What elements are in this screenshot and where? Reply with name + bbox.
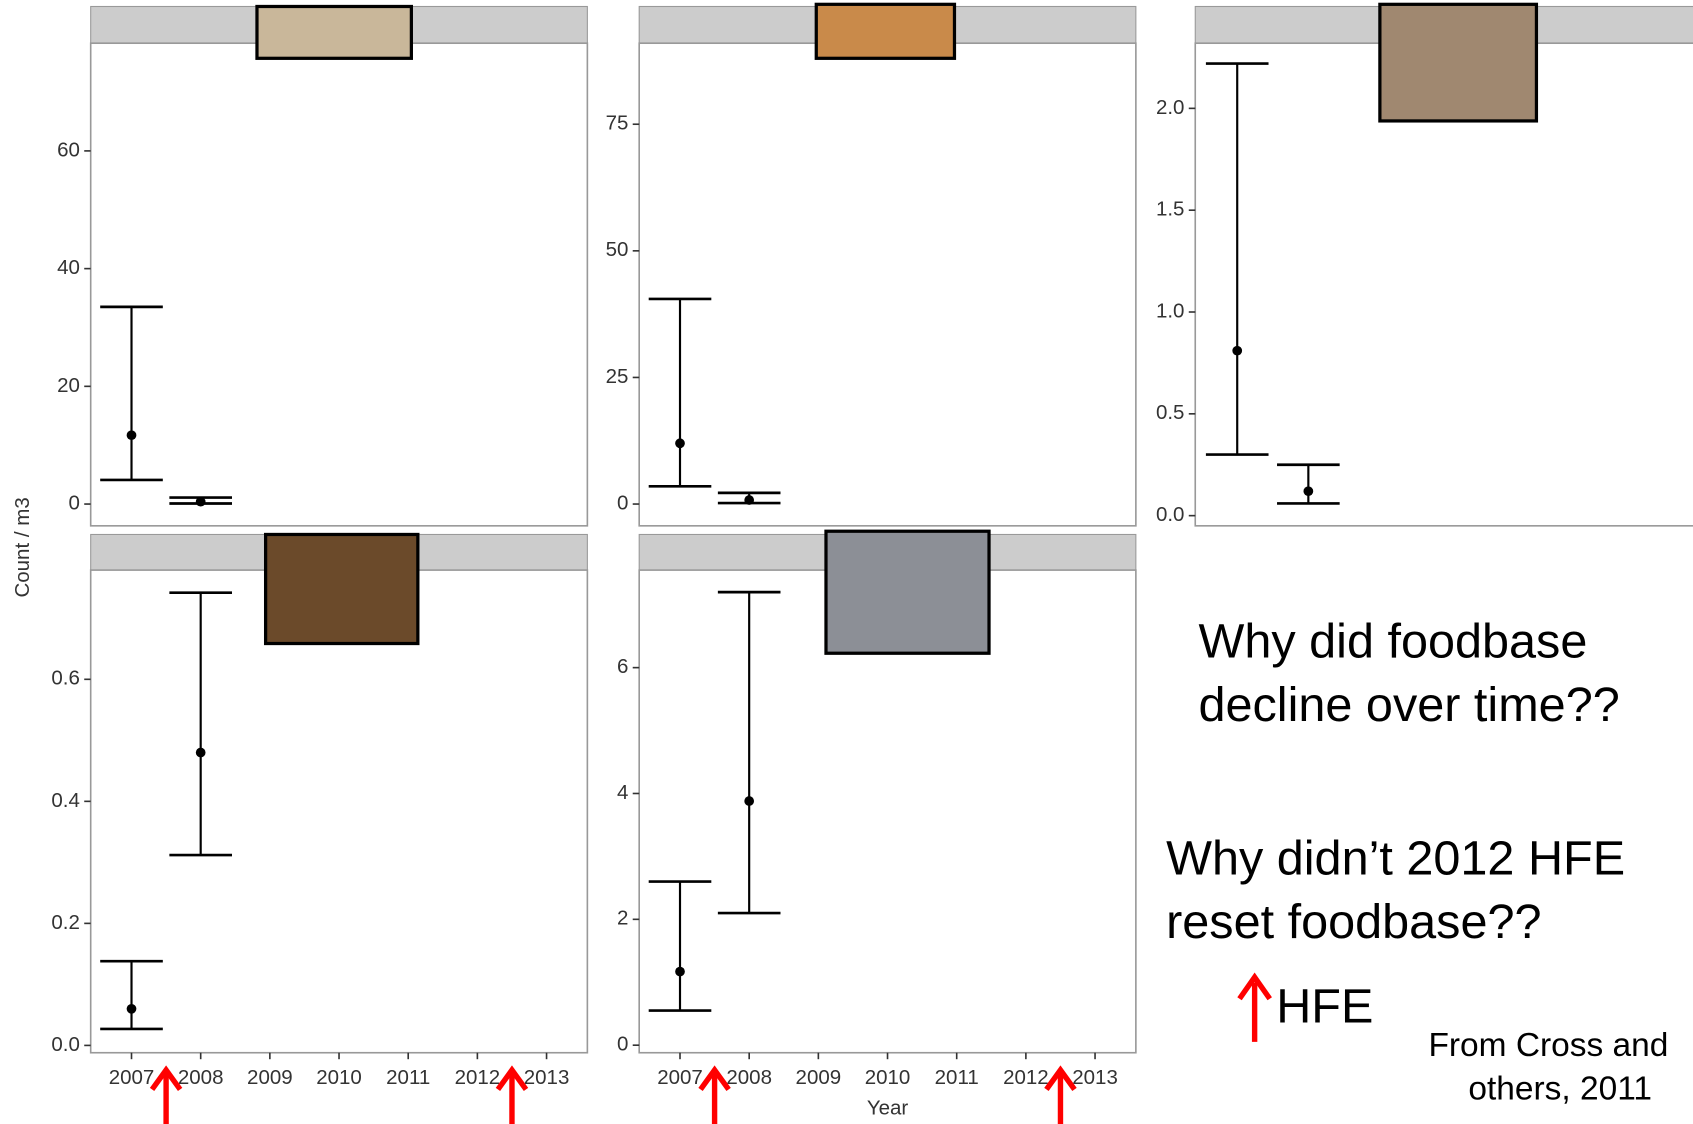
legend-label: HFE — [1276, 979, 1373, 1033]
x-tick-label: 2009 — [247, 1066, 293, 1089]
y-axis-title: Count / m3 — [11, 497, 34, 597]
y-tick-label: 0.4 — [51, 789, 79, 812]
y-tick-label: 1.0 — [1156, 299, 1185, 322]
x-tick-label: 2010 — [865, 1066, 911, 1089]
plot-panel — [89, 569, 589, 1054]
y-tick-label: 0 — [617, 491, 628, 514]
citation: From Cross and — [1428, 1027, 1668, 1064]
x-tick-label: 2012 — [455, 1066, 501, 1089]
note-line: Why didn’t 2012 HFE — [1166, 831, 1625, 885]
mean-point — [675, 438, 685, 449]
y-tick-label: 40 — [57, 256, 80, 279]
mean-point — [195, 747, 206, 758]
x-axis-title: Year — [867, 1096, 909, 1119]
y-tick-label: 50 — [606, 238, 629, 261]
x-tick-label: 2008 — [726, 1066, 772, 1089]
y-tick-label: 6 — [617, 655, 628, 678]
y-tick-label: 75 — [606, 112, 629, 135]
citation: others, 2011 — [1468, 1070, 1652, 1107]
event-arrow-head — [698, 1065, 731, 1092]
plot-panel — [1194, 42, 1693, 527]
species-photo — [255, 4, 413, 60]
species-photo — [814, 2, 957, 60]
note-line: decline over time?? — [1198, 678, 1619, 732]
species-photo — [263, 532, 420, 646]
legend-arrow — [1237, 972, 1272, 1042]
note-line: reset foodbase?? — [1166, 895, 1541, 949]
x-tick-label: 2011 — [386, 1066, 430, 1089]
y-tick-label: 0 — [617, 1033, 628, 1056]
x-tick-label: 2010 — [316, 1066, 362, 1089]
y-tick-label: 60 — [57, 138, 80, 161]
mean-point — [1232, 345, 1243, 356]
event-arrow-head — [1044, 1065, 1077, 1092]
event-arrow-head — [149, 1065, 183, 1092]
y-tick-label: 0.0 — [51, 1033, 79, 1056]
x-tick-label: 2009 — [796, 1066, 842, 1089]
y-tick-label: 0 — [68, 491, 79, 514]
y-tick-label: 1.5 — [1156, 198, 1185, 221]
mean-point — [126, 1003, 137, 1014]
plot-panel — [638, 42, 1137, 527]
event-arrow-head — [495, 1065, 529, 1092]
y-tick-label: 0.6 — [51, 667, 79, 690]
y-tick-label: 0.5 — [1156, 401, 1185, 424]
x-tick-label: 2008 — [178, 1066, 224, 1089]
mean-point — [675, 966, 685, 977]
mean-point — [744, 495, 755, 505]
y-tick-label: 20 — [57, 374, 80, 397]
y-tick-label: 0.2 — [51, 911, 79, 934]
mean-point — [126, 430, 137, 441]
mean-point — [744, 796, 755, 806]
x-tick-label: 2011 — [935, 1066, 979, 1089]
note-line: Why did foodbase — [1198, 614, 1587, 668]
x-tick-label: 2013 — [524, 1066, 570, 1089]
y-tick-label: 4 — [617, 781, 628, 804]
plot-panel — [89, 42, 589, 527]
x-tick-label: 2013 — [1072, 1066, 1118, 1089]
mean-point — [195, 496, 206, 507]
y-tick-label: 25 — [606, 365, 629, 388]
y-tick-label: 0.0 — [1156, 503, 1185, 526]
species-photo — [824, 529, 991, 655]
x-tick-label: 2007 — [657, 1066, 703, 1089]
x-tick-label: 2007 — [109, 1066, 155, 1089]
mean-point — [1303, 486, 1314, 497]
x-tick-label: 2012 — [1003, 1066, 1049, 1089]
species-photo — [1378, 2, 1539, 123]
y-tick-label: 2 — [617, 907, 628, 930]
y-tick-label: 2.0 — [1156, 96, 1185, 119]
